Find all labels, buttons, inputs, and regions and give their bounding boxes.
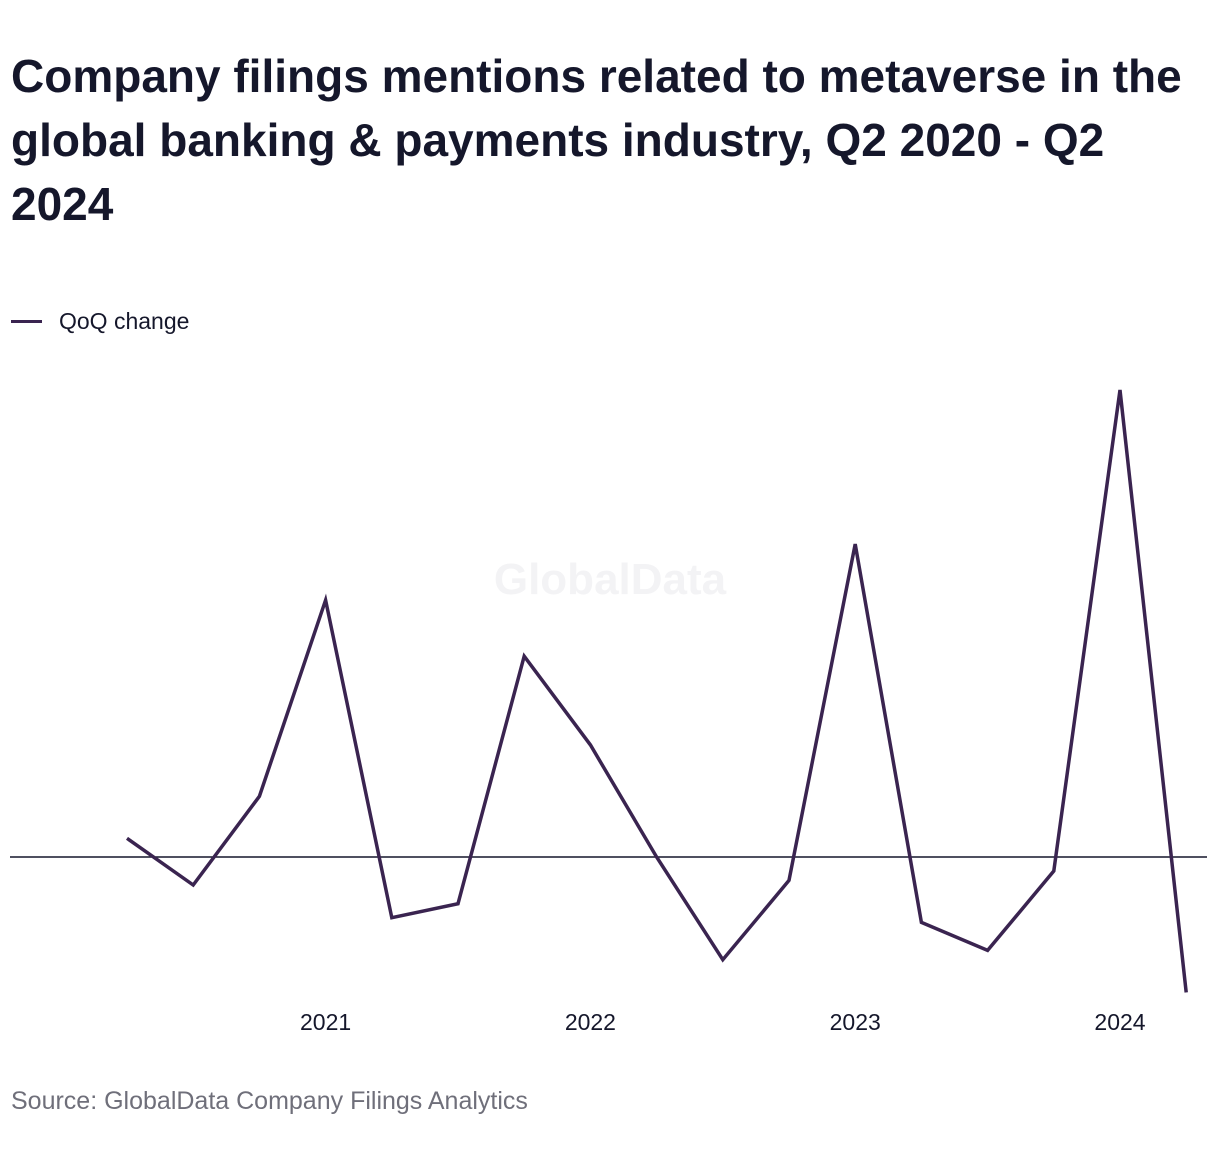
- legend: QoQ change: [11, 306, 189, 336]
- x-tick-label: 2024: [1094, 1009, 1145, 1035]
- x-tick-label: 2023: [830, 1009, 881, 1035]
- source-note: Source: GlobalData Company Filings Analy…: [11, 1087, 528, 1115]
- line-chart: 2021 2022 2023 2024: [10, 389, 1207, 1035]
- x-tick-label: 2022: [565, 1009, 616, 1035]
- series-line-0: [125, 389, 1188, 993]
- chart-title: Company filings mentions related to meta…: [11, 50, 1182, 230]
- legend-label: QoQ change: [59, 307, 190, 334]
- legend-swatch: [11, 319, 42, 323]
- x-tick-label: 2021: [300, 1009, 351, 1035]
